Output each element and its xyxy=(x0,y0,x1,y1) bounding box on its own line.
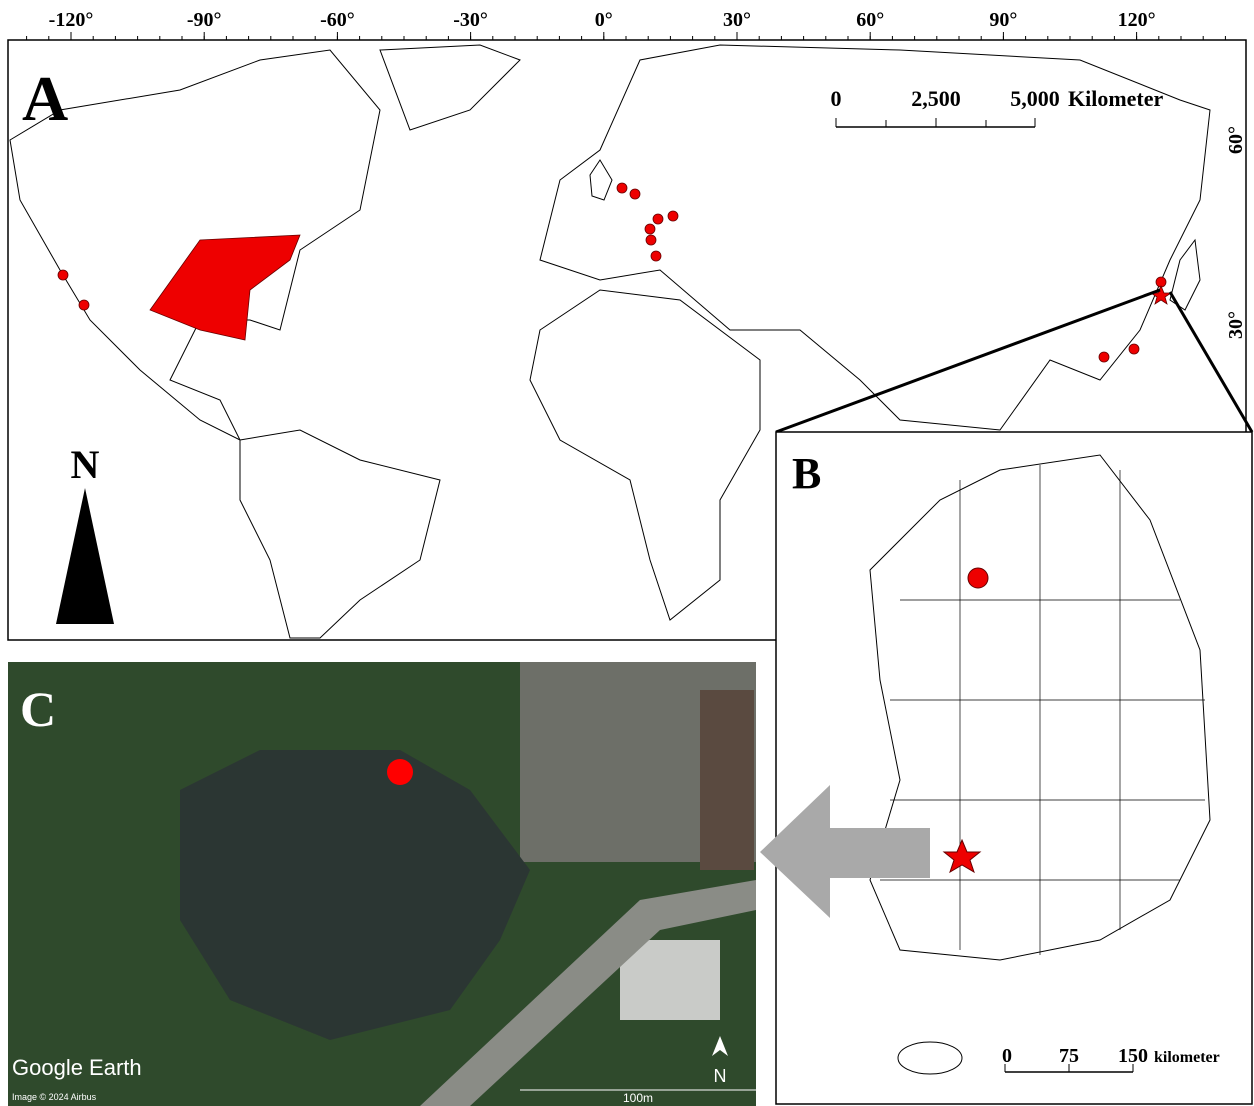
occurrence xyxy=(58,270,68,280)
occurrence xyxy=(646,235,656,245)
lat-label: 30° xyxy=(1225,311,1247,339)
occurrence xyxy=(645,224,655,234)
scale-label: 150 xyxy=(1118,1045,1148,1067)
lon-label: 30° xyxy=(723,9,751,31)
panel-label: C xyxy=(20,681,56,737)
occurrence xyxy=(651,251,661,261)
brand: Google Earth xyxy=(12,1055,142,1080)
lat-label: 60° xyxy=(1225,126,1247,154)
building xyxy=(700,690,754,870)
panel-b: B 0 75 150 kilometer xyxy=(776,432,1252,1104)
north-label: N xyxy=(714,1066,727,1086)
scale-label: 5,000 xyxy=(1010,86,1060,111)
occurrence xyxy=(617,183,627,193)
panel-label: A xyxy=(22,63,68,134)
lon-label: -60° xyxy=(320,9,355,31)
lon-label: -120° xyxy=(49,9,94,31)
occurrence xyxy=(1129,344,1139,354)
scale-label: 2,500 xyxy=(911,86,961,111)
occurrence xyxy=(653,214,663,224)
lon-label: 60° xyxy=(856,9,884,31)
lon-label: 120° xyxy=(1118,9,1156,31)
north-label: N xyxy=(71,442,100,487)
lon-label: 90° xyxy=(989,9,1017,31)
jeju xyxy=(898,1042,962,1074)
scale-label: 0 xyxy=(1002,1045,1012,1067)
occurrence xyxy=(630,189,640,199)
figure: -120° -90° -60° -30° 0° 30° 60° 90° 120° A xyxy=(0,0,1254,1106)
lon-label: -30° xyxy=(453,9,488,31)
lon-label: 0° xyxy=(595,9,613,31)
occurrence xyxy=(79,300,89,310)
lon-ticks: -120° -90° -60° -30° 0° 30° 60° 90° 120° xyxy=(27,9,1226,40)
occurrence xyxy=(1099,352,1109,362)
scale-label: 75 xyxy=(1059,1045,1079,1067)
occurrence xyxy=(387,759,413,785)
occurrence xyxy=(968,568,988,588)
scale-label: 0 xyxy=(831,86,842,111)
scale-unit: Kilometer xyxy=(1068,86,1164,111)
credit: Image © 2024 Airbus xyxy=(12,1092,97,1102)
panel-c: C Google Earth Image © 2024 Airbus 100m … xyxy=(8,662,756,1106)
panel-label: B xyxy=(792,449,821,498)
lon-label: -90° xyxy=(187,9,222,31)
scale-unit: kilometer xyxy=(1154,1049,1220,1066)
scale-label: 100m xyxy=(623,1091,653,1105)
occurrence xyxy=(668,211,678,221)
